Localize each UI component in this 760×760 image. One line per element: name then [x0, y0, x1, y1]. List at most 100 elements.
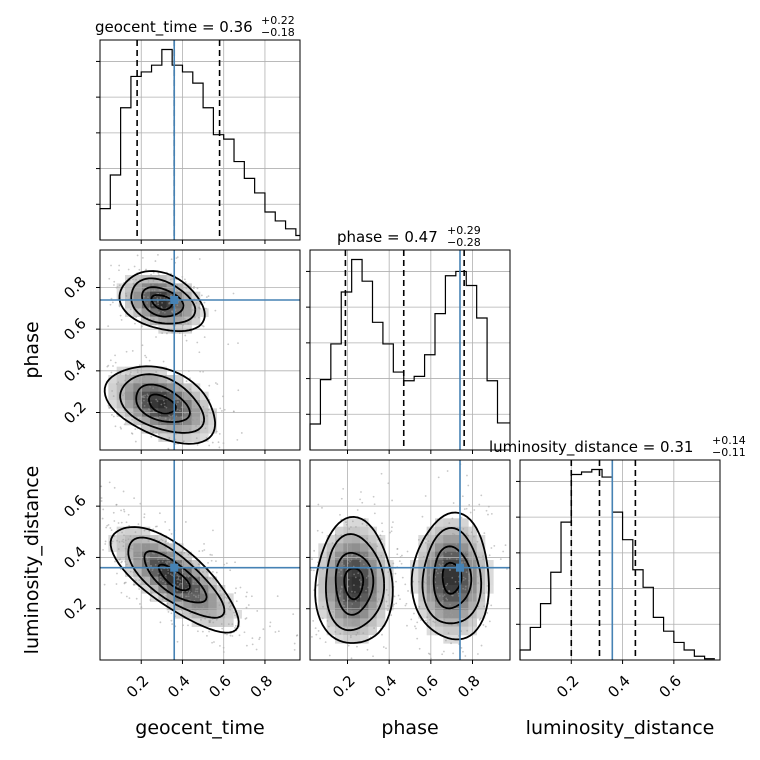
contour-line [410, 511, 490, 641]
sample-point [184, 334, 187, 337]
density-cell [125, 383, 134, 392]
sample-point [277, 630, 280, 633]
sample-point [160, 289, 163, 292]
sample-point [131, 432, 134, 435]
sample-point [392, 521, 394, 524]
sample-point [331, 569, 333, 572]
sample-point [144, 354, 147, 357]
sample-point [448, 557, 451, 560]
sample-point [467, 484, 470, 487]
sample-point [176, 578, 179, 581]
sample-point [143, 376, 146, 378]
sample-point [104, 540, 107, 543]
density-cell [318, 610, 327, 619]
sample-point [191, 563, 194, 565]
sample-point [365, 589, 367, 592]
sample-point [235, 587, 237, 590]
sample-point [243, 631, 246, 634]
x-tick-label: 0.4 [371, 672, 401, 702]
density-cell [125, 300, 134, 309]
sample-point [331, 542, 334, 544]
sample-point [142, 295, 145, 298]
sample-point [152, 283, 154, 286]
sample-point [164, 383, 167, 385]
sample-point [293, 648, 296, 651]
sample-point [202, 405, 205, 408]
density-cell [335, 610, 344, 619]
sample-point [203, 580, 206, 583]
sample-point [125, 295, 128, 297]
sample-point [219, 594, 222, 597]
density-cell [368, 535, 377, 544]
sample-point [418, 647, 421, 650]
sample-point [133, 553, 136, 556]
sample-point [136, 371, 139, 374]
sample-point [166, 332, 168, 335]
sample-point [187, 595, 190, 598]
sample-point [327, 625, 330, 628]
sample-point [162, 360, 165, 363]
density-cell [368, 543, 377, 552]
sample-point [321, 617, 324, 620]
sample-point [141, 381, 144, 383]
density-cell [485, 560, 494, 569]
sample-point [362, 632, 365, 635]
sample-point [483, 532, 486, 535]
sample-point [456, 590, 459, 593]
sample-point [167, 447, 170, 450]
sample-point [207, 295, 210, 298]
sample-point [234, 627, 236, 629]
sample-point [122, 538, 125, 541]
sample-point [123, 534, 125, 537]
density-cell [166, 308, 176, 317]
sample-point [194, 590, 197, 593]
density-cell [166, 383, 176, 392]
sample-point [143, 513, 146, 516]
density-cell [141, 316, 151, 326]
sample-point [467, 551, 470, 554]
sample-point [223, 408, 226, 411]
sample-point [195, 606, 198, 609]
sample-point [482, 624, 485, 626]
density-cell [451, 610, 461, 619]
sample-point [150, 543, 152, 546]
sample-point [157, 272, 160, 274]
density-cell [326, 593, 336, 602]
sample-point [112, 511, 115, 514]
density-cell [318, 560, 327, 569]
sample-point [406, 624, 408, 627]
density-cell [166, 576, 176, 586]
sample-point [159, 423, 162, 425]
sample-point [139, 382, 142, 385]
density-cell [166, 416, 176, 426]
sample-point [187, 303, 190, 306]
contour-line [421, 526, 483, 625]
sample-point [115, 383, 118, 385]
sample-point [208, 444, 211, 447]
sample-point [142, 285, 145, 288]
density-cell [150, 375, 159, 384]
density-cell [141, 416, 151, 426]
sample-point [126, 553, 128, 556]
sample-point [196, 582, 199, 585]
density-cell [158, 543, 167, 552]
sample-point [316, 584, 319, 587]
sample-point [124, 581, 127, 584]
sample-point [229, 608, 232, 611]
x-tick-label: 0.4 [604, 672, 634, 702]
sample-point [392, 605, 394, 607]
sample-point [493, 544, 496, 547]
x-tick-label: 0.2 [553, 672, 583, 702]
sample-point [164, 551, 167, 554]
sample-point [160, 569, 163, 572]
sample-point [435, 569, 438, 572]
sample-point [120, 427, 122, 430]
density-cell [200, 425, 209, 434]
density-cell [183, 391, 192, 401]
sample-point [340, 568, 342, 571]
sample-point [179, 594, 182, 597]
sample-point [127, 268, 130, 271]
sample-point [133, 583, 136, 586]
sample-point [135, 378, 138, 381]
sample-point [143, 516, 146, 519]
